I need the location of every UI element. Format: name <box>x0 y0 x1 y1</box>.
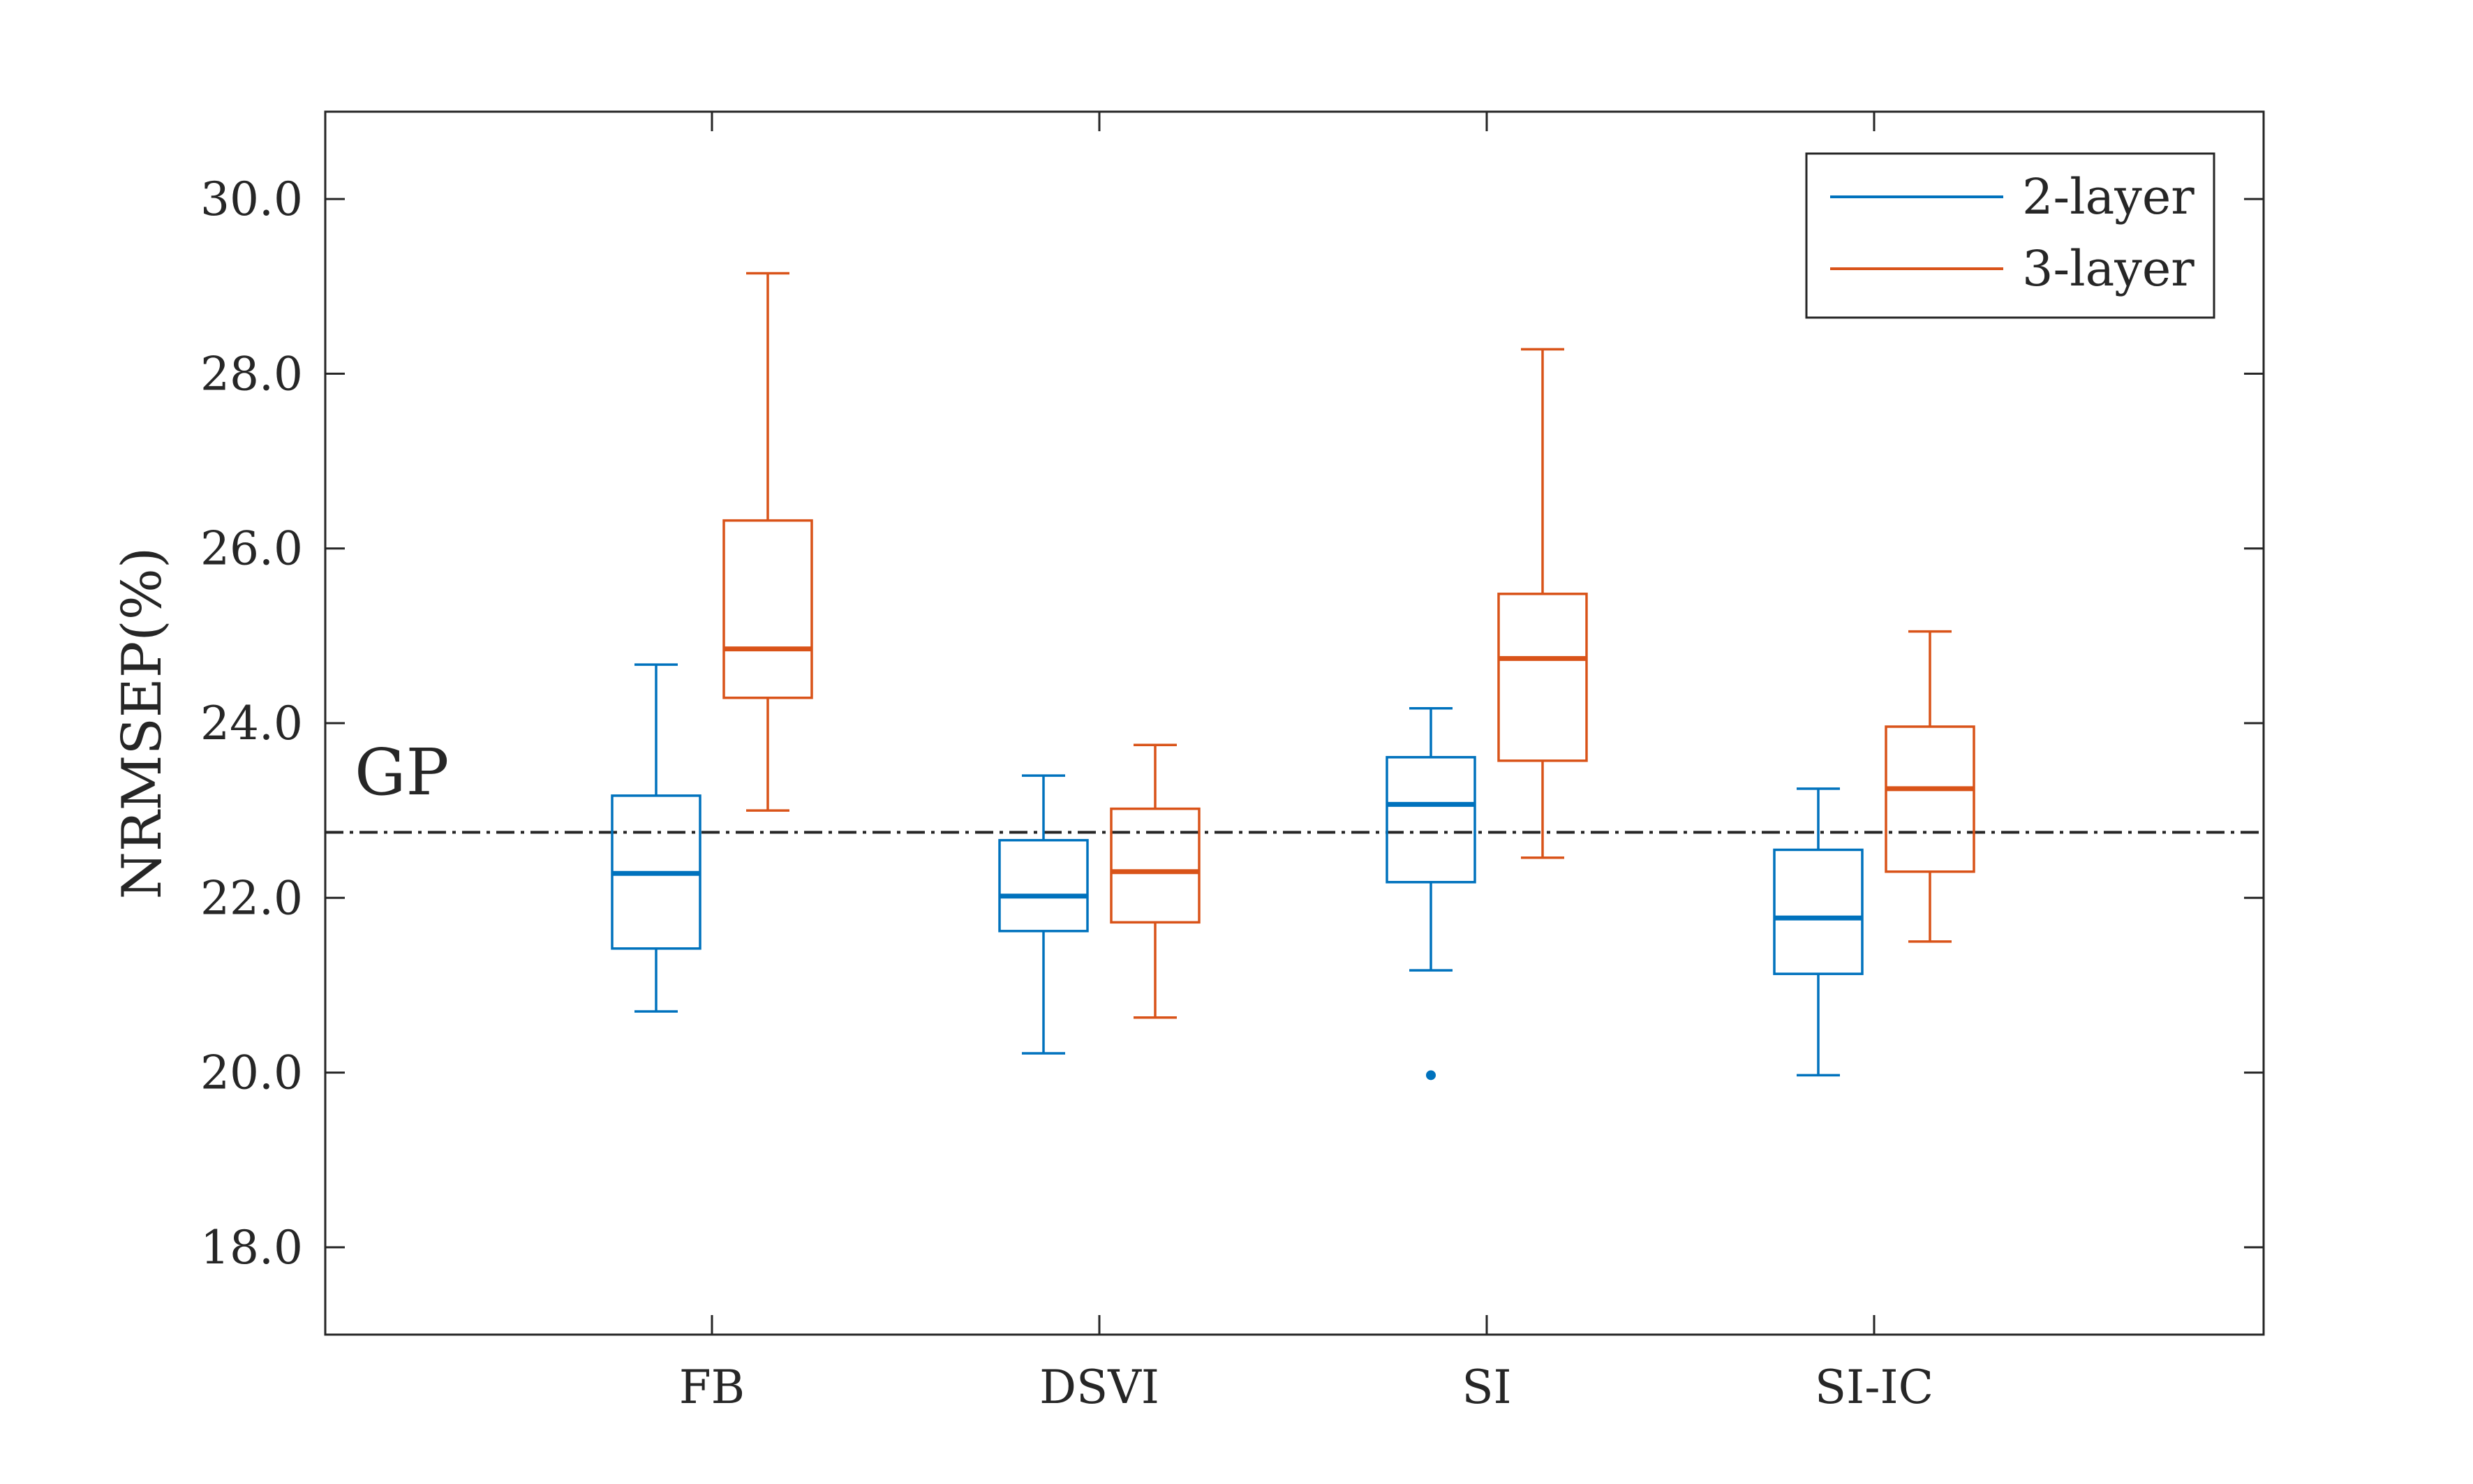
legend-label-3-layer: 3-layer <box>2022 240 2194 297</box>
y-tick-label: 30.0 <box>200 172 303 226</box>
iqr-box <box>1386 756 1476 884</box>
outlier-point <box>1426 1070 1436 1081</box>
y-tick-label: 28.0 <box>200 347 303 401</box>
box-dsvi-3-layer <box>1110 743 1201 1019</box>
iqr-box <box>1773 848 1864 975</box>
iqr-box <box>722 519 813 699</box>
box-si-2-layer <box>1386 706 1476 1081</box>
iqr-box <box>1110 807 1201 924</box>
tick-marks <box>325 112 2264 1335</box>
x-tick-label: FB <box>679 1360 745 1414</box>
gp-label: GP <box>355 735 449 810</box>
iqr-box <box>1885 725 1975 873</box>
box-dsvi-2-layer <box>998 774 1089 1055</box>
y-tick-label: 18.0 <box>200 1221 303 1275</box>
iqr-box <box>998 838 1089 933</box>
y-tick-label: 22.0 <box>200 871 303 925</box>
box-fb-2-layer <box>611 663 701 1013</box>
axis-labels: 18.0 20.0 22.0 24.0 26.0 28.0 30.0 FB DSVI SI SI-I… <box>200 172 1933 1414</box>
iqr-box <box>1497 593 1588 762</box>
box-si-3-layer <box>1497 348 1588 859</box>
x-tick-label: DSVI <box>1039 1360 1159 1414</box>
box-fb-3-layer <box>722 272 813 812</box>
legend-box <box>1805 152 2215 319</box>
y-tick-label: 20.0 <box>200 1046 303 1100</box>
x-tick-label: SI-IC <box>1815 1360 1933 1414</box>
boxes-group <box>611 272 1975 1081</box>
y-tick-label: 24.0 <box>200 697 303 750</box>
plot-frame <box>324 110 2265 1336</box>
x-tick-label: SI <box>1462 1360 1511 1414</box>
legend-label-2-layer: 2-layer <box>2022 168 2194 225</box>
y-tick-label: 26.0 <box>200 522 303 576</box>
box-si-ic-2-layer <box>1773 787 1864 1077</box>
y-axis-label: NRMSEP(%) <box>111 547 174 900</box>
reference-line-group: GP <box>325 735 2264 834</box>
box-si-ic-3-layer <box>1885 630 1975 943</box>
legend: 2-layer 3-layer <box>1805 152 2215 319</box>
